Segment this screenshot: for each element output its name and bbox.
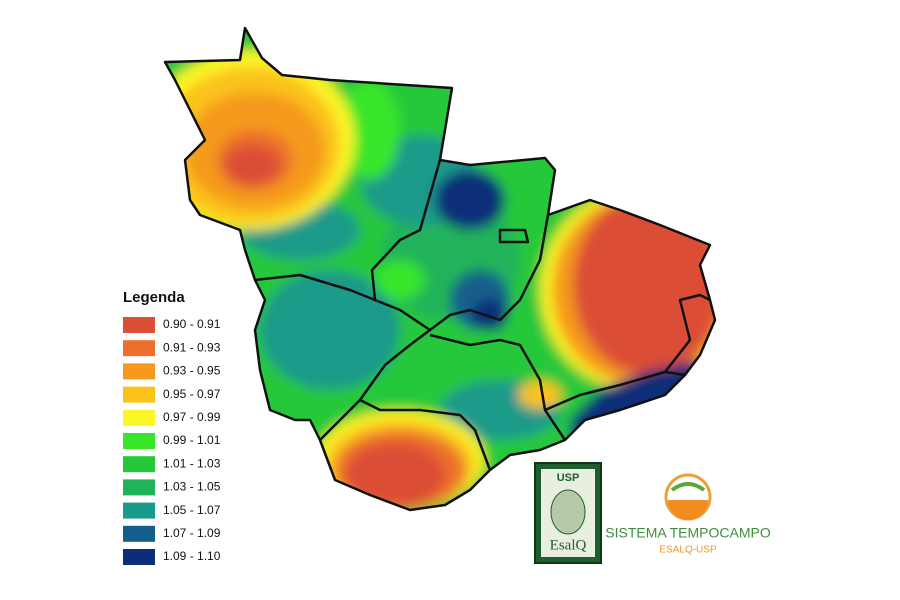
legend-label: 0.97 - 0.99 <box>163 410 221 424</box>
color-zone <box>435 170 505 230</box>
sistema-text: SISTEMA TEMPOCAMPO <box>605 525 771 541</box>
legend-title: Legenda <box>123 289 185 306</box>
color-zone <box>224 145 280 185</box>
subtitle-text: ESALQ-USP <box>659 545 717 556</box>
legend-label: 0.90 - 0.91 <box>163 317 221 331</box>
logo-leaf <box>670 482 706 492</box>
legend-label: 0.95 - 0.97 <box>163 387 221 401</box>
legend-label: 1.01 - 1.03 <box>163 456 221 470</box>
color-zone <box>340 80 400 180</box>
legend-label: 1.03 - 1.05 <box>163 480 221 494</box>
legend-swatch <box>123 502 155 519</box>
state-border <box>374 214 550 332</box>
color-zone <box>260 270 400 390</box>
surface-blend <box>165 28 715 510</box>
legend-label: 1.09 - 1.10 <box>163 549 221 563</box>
legend-swatch <box>123 386 155 403</box>
legend-label: 1.07 - 1.09 <box>163 526 221 540</box>
logo-emblem <box>550 489 586 535</box>
legend-swatch <box>123 363 155 380</box>
legend-label: 0.93 - 0.95 <box>163 364 221 378</box>
legend-swatch <box>123 456 155 473</box>
legend-label: 1.05 - 1.07 <box>163 503 221 517</box>
borders <box>163 26 717 512</box>
state-border <box>544 370 686 412</box>
state-border <box>498 228 530 244</box>
color-zone <box>573 195 715 375</box>
usp-text: USP <box>557 472 580 484</box>
legend-label: 0.99 - 1.01 <box>163 433 221 447</box>
legend-swatch <box>123 525 155 542</box>
state-border <box>359 398 492 471</box>
state-border <box>664 293 711 373</box>
legend-swatch <box>123 340 155 357</box>
color-zone <box>518 381 562 409</box>
legend: 0.90 - 0.91 0.91 - 0.93 0.93 - 0.95 0.95 - … <box>123 317 221 565</box>
legend-swatch <box>123 317 155 333</box>
state-border <box>319 329 431 441</box>
color-zone <box>345 443 445 507</box>
legend-swatch <box>123 479 155 496</box>
color-zone <box>375 260 425 300</box>
legend-swatch <box>123 433 155 449</box>
logo-sun <box>668 500 708 520</box>
map-surface <box>165 28 715 510</box>
esalq-logo: USP EsalQ <box>534 462 602 564</box>
color-zone <box>472 299 508 331</box>
tempocampo-logo: SISTEMA TEMPOCAMPO ESALQ-USP <box>605 473 771 556</box>
state-border <box>254 159 442 302</box>
esalq-text: EsalQ <box>550 537 587 553</box>
legend-swatch <box>123 549 155 565</box>
legend-label: 0.91 - 0.93 <box>163 340 221 354</box>
legend-swatch <box>123 409 155 426</box>
